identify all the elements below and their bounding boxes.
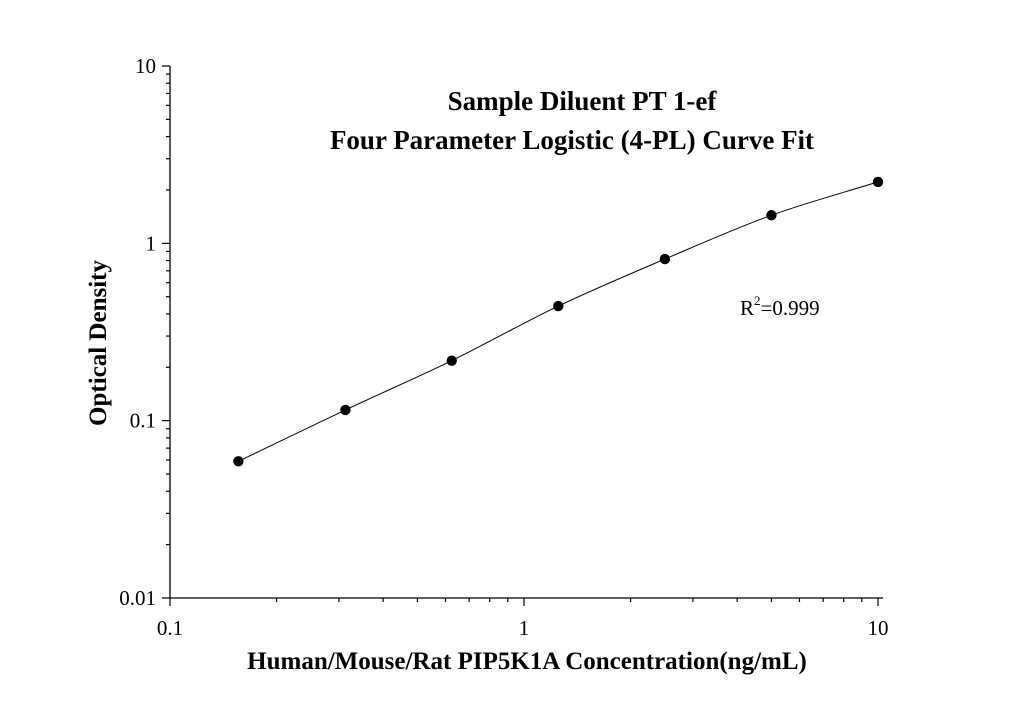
y-axis-label: Optical Density [85,260,112,426]
fit-curve-layer [238,181,879,462]
x-tick-label: 0.1 [157,616,183,640]
data-point [446,355,457,366]
chart-subtitle: Four Parameter Logistic (4-PL) Curve Fit [330,125,814,155]
fit-curve [238,181,879,462]
y-tick-label: 10 [135,54,156,78]
x-tick-label: 1 [519,616,530,640]
y-tick-label: 0.1 [130,409,156,433]
x-tick-label: 10 [868,616,889,640]
data-points-layer [233,176,884,467]
r-squared-annotation: R2=0.999 [740,293,820,320]
r-squared-value: =0.999 [761,296,820,320]
data-point [553,300,564,312]
data-point [340,404,351,416]
y-tick-label: 1 [146,231,157,255]
r-squared-exponent: 2 [754,293,761,308]
data-point [233,456,244,467]
data-point [766,210,777,221]
r-symbol: R [740,296,754,320]
data-point [659,253,671,265]
y-tick-label: 0.01 [119,586,156,610]
data-point [872,176,884,188]
chart-title: Sample Diluent PT 1-ef [448,86,718,116]
x-axis-label: Human/Mouse/Rat PIP5K1A Concentration(ng… [247,648,807,675]
